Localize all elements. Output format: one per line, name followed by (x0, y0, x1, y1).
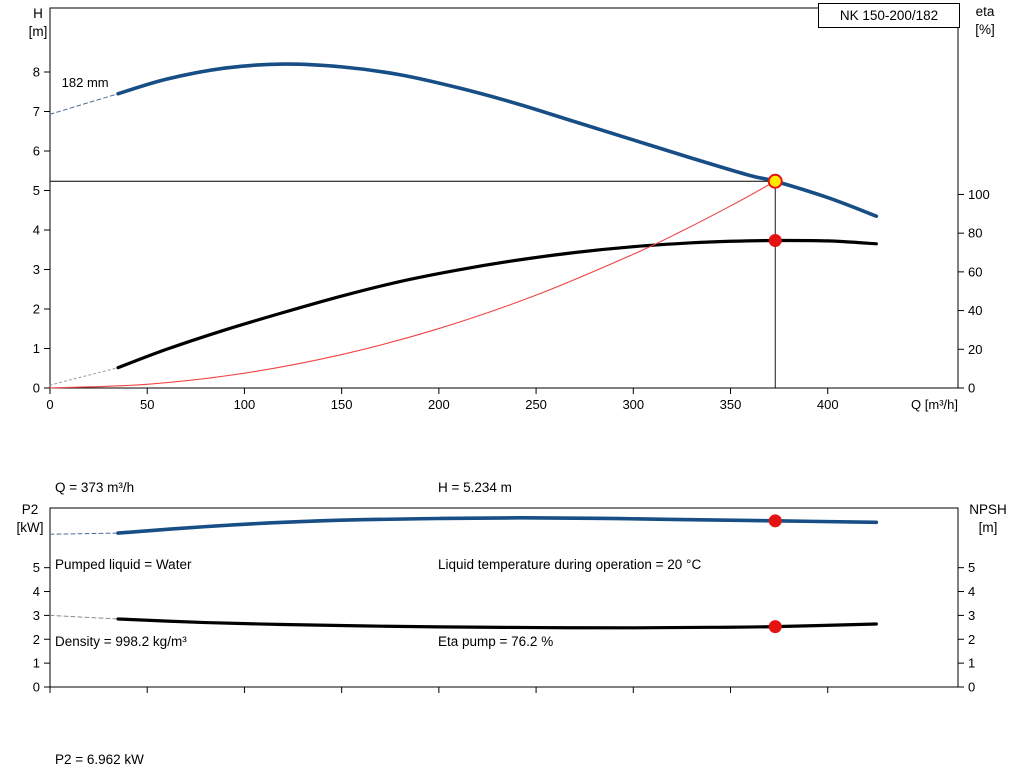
left-axis-title-p2: P2 [kW] (6, 501, 54, 537)
axis-title-text: P2 (21, 502, 39, 517)
result-line-q: Q = 373 m³/h (55, 480, 135, 496)
left-tick-label: 4 (33, 584, 40, 599)
right-tick-label: 0 (968, 680, 975, 695)
right-tick-label: 0 (968, 381, 975, 396)
x-tick-label: 0 (46, 397, 53, 412)
system-curve (49, 180, 776, 389)
left-tick-label: 1 (33, 656, 40, 671)
left-tick-label: 4 (33, 222, 40, 237)
axis-unit-text: [m] (978, 520, 998, 535)
p2-curve (116, 516, 879, 535)
npsh-curve (116, 617, 878, 630)
left-tick-label: 5 (33, 560, 40, 575)
left-tick-label: 3 (33, 608, 40, 623)
right-axis-title-npsh: NPSH [m] (958, 501, 1018, 537)
left-tick-label: 6 (33, 143, 40, 158)
right-tick-label: 1 (968, 656, 975, 671)
left-tick-label: 1 (33, 341, 40, 356)
x-tick-label: 50 (140, 397, 154, 412)
right-tick-label: 3 (968, 608, 975, 623)
impeller-size-label: 182 mm (62, 75, 109, 90)
p2-curve-lead (49, 532, 119, 535)
axis-unit-text: [kW] (16, 520, 44, 535)
efficiency-curve (116, 238, 878, 370)
right-tick-label: 5 (968, 560, 975, 575)
x-axis-label: Q [m³/h] (911, 397, 958, 412)
result-line-h: H = 5.234 m (438, 480, 512, 496)
p2-npsh-chart: 0 1 2 3 4 5 0 1 2 3 4 5 (33, 507, 975, 695)
pump-curve-182mm (116, 62, 879, 218)
pump-model-label: NK 150-200/182 (839, 8, 939, 23)
x-tick-label: 350 (720, 397, 742, 412)
x-tick-label: 100 (234, 397, 256, 412)
left-tick-label: 2 (33, 632, 40, 647)
duty-results-right: H = 5.234 m Liquid temperature during op… (438, 424, 701, 706)
right-tick-label: 2 (968, 632, 975, 647)
right-tick-label: 40 (968, 303, 982, 318)
right-tick-label: 60 (968, 264, 982, 279)
result-line-liquid: Pumped liquid = Water (55, 556, 192, 572)
result-line-p2: P2 = 6.962 kW (55, 752, 144, 768)
efficiency-curve-lead (49, 367, 119, 386)
left-tick-label: 3 (33, 262, 40, 277)
power-results: P2 = 6.962 kW NPSH = 2.53 m Max power P2… (55, 696, 363, 781)
axis-unit-text: [%] (975, 22, 995, 37)
x-tick-label: 200 (428, 397, 450, 412)
x-tick-label: 150 (331, 397, 353, 412)
p2-point-marker (768, 514, 782, 528)
npsh-point-marker (768, 620, 782, 634)
axis-title-text: H (33, 6, 43, 21)
right-tick-label: 20 (968, 342, 982, 357)
axis-title-text: eta (975, 4, 995, 19)
left-tick-label: 0 (33, 381, 40, 396)
efficiency-point-marker (768, 234, 782, 248)
right-tick-label: 4 (968, 584, 975, 599)
duty-point-marker (767, 173, 783, 189)
x-tick-label: 300 (622, 397, 644, 412)
x-tick-label: 400 (817, 397, 839, 412)
right-tick-label: 80 (968, 226, 982, 241)
left-tick-label: 0 (33, 680, 40, 695)
left-tick-label: 8 (33, 64, 40, 79)
plot-border (49, 507, 959, 688)
result-line-temperature: Liquid temperature during operation = 20… (438, 556, 702, 572)
axis-unit-text: [m] (28, 24, 48, 39)
left-axis-title-h: H [m] (16, 5, 60, 41)
right-tick-label: 100 (968, 187, 990, 202)
left-tick-label: 5 (33, 183, 40, 198)
result-line-eta: Eta pump = 76.2 % (438, 633, 554, 649)
axis-title-text: NPSH (969, 502, 1007, 517)
left-tick-label: 2 (33, 301, 40, 316)
pump-curve-lead (49, 93, 119, 115)
npsh-curve-lead (49, 614, 119, 620)
plot-border (49, 7, 959, 389)
x-tick-label: 250 (525, 397, 547, 412)
left-tick-label: 7 (33, 104, 40, 119)
right-axis-title-eta: eta [%] (962, 3, 1008, 39)
result-line-density: Density = 998.2 kg/m³ (55, 633, 187, 649)
duty-results-left: Q = 373 m³/h Pumped liquid = Water Densi… (55, 424, 191, 706)
pump-model-box: NK 150-200/182 (818, 3, 960, 28)
